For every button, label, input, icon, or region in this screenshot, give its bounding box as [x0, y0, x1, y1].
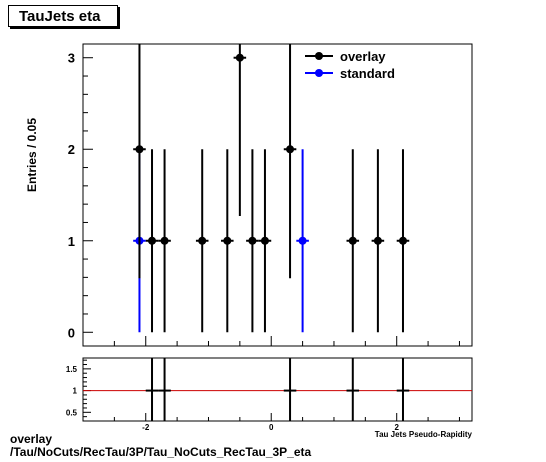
ratio-x-tick-label: 0	[269, 423, 274, 432]
ratio-x-tick-label: -2	[142, 423, 150, 432]
overlay-data-point	[398, 236, 407, 245]
ratio-y-tick-label: 1	[73, 387, 78, 396]
overlay-data-point	[373, 236, 382, 245]
x-axis-label: Tau Jets Pseudo-Rapidity	[375, 430, 473, 439]
y-tick-label: 3	[68, 51, 75, 66]
footer-line-2: /Tau/NoCuts/RecTau/3P/Tau_NoCuts_RecTau_…	[10, 445, 312, 459]
overlay-data-point	[235, 53, 244, 62]
footer-caption: overlay /Tau/NoCuts/RecTau/3P/Tau_NoCuts…	[10, 433, 311, 459]
overlay-data-point	[260, 236, 269, 245]
overlay-data-point	[286, 145, 295, 154]
y-tick-label: 1	[68, 234, 75, 249]
ratio-y-tick-label: 0.5	[66, 408, 78, 417]
main-plot-frame	[82, 43, 473, 347]
overlay-data-point	[348, 236, 357, 245]
ratio-x-tick-label: 2	[394, 423, 399, 432]
overlay-data-point	[248, 236, 257, 245]
footer-line-1: overlay	[10, 432, 53, 446]
y-tick-label: 0	[68, 325, 75, 340]
overlay-data-point	[198, 236, 207, 245]
title-box: TauJets eta	[8, 5, 118, 27]
overlay-data-point	[148, 236, 157, 245]
overlay-data-point	[160, 236, 169, 245]
legend-marker-standard	[315, 69, 323, 77]
legend-label-standard: standard	[340, 66, 395, 81]
ratio-plot-frame	[82, 357, 473, 422]
legend-label-overlay: overlay	[340, 49, 386, 64]
overlay-data-point	[223, 236, 232, 245]
overlay-data-point	[135, 145, 144, 154]
standard-data-point	[298, 236, 307, 245]
y-tick-label: 2	[68, 142, 75, 157]
y-axis-label: Entries / 0.05	[25, 118, 39, 192]
chart-title: TauJets eta	[19, 8, 101, 25]
legend-marker-overlay	[315, 52, 323, 60]
ratio-y-tick-label: 1.5	[66, 365, 78, 374]
